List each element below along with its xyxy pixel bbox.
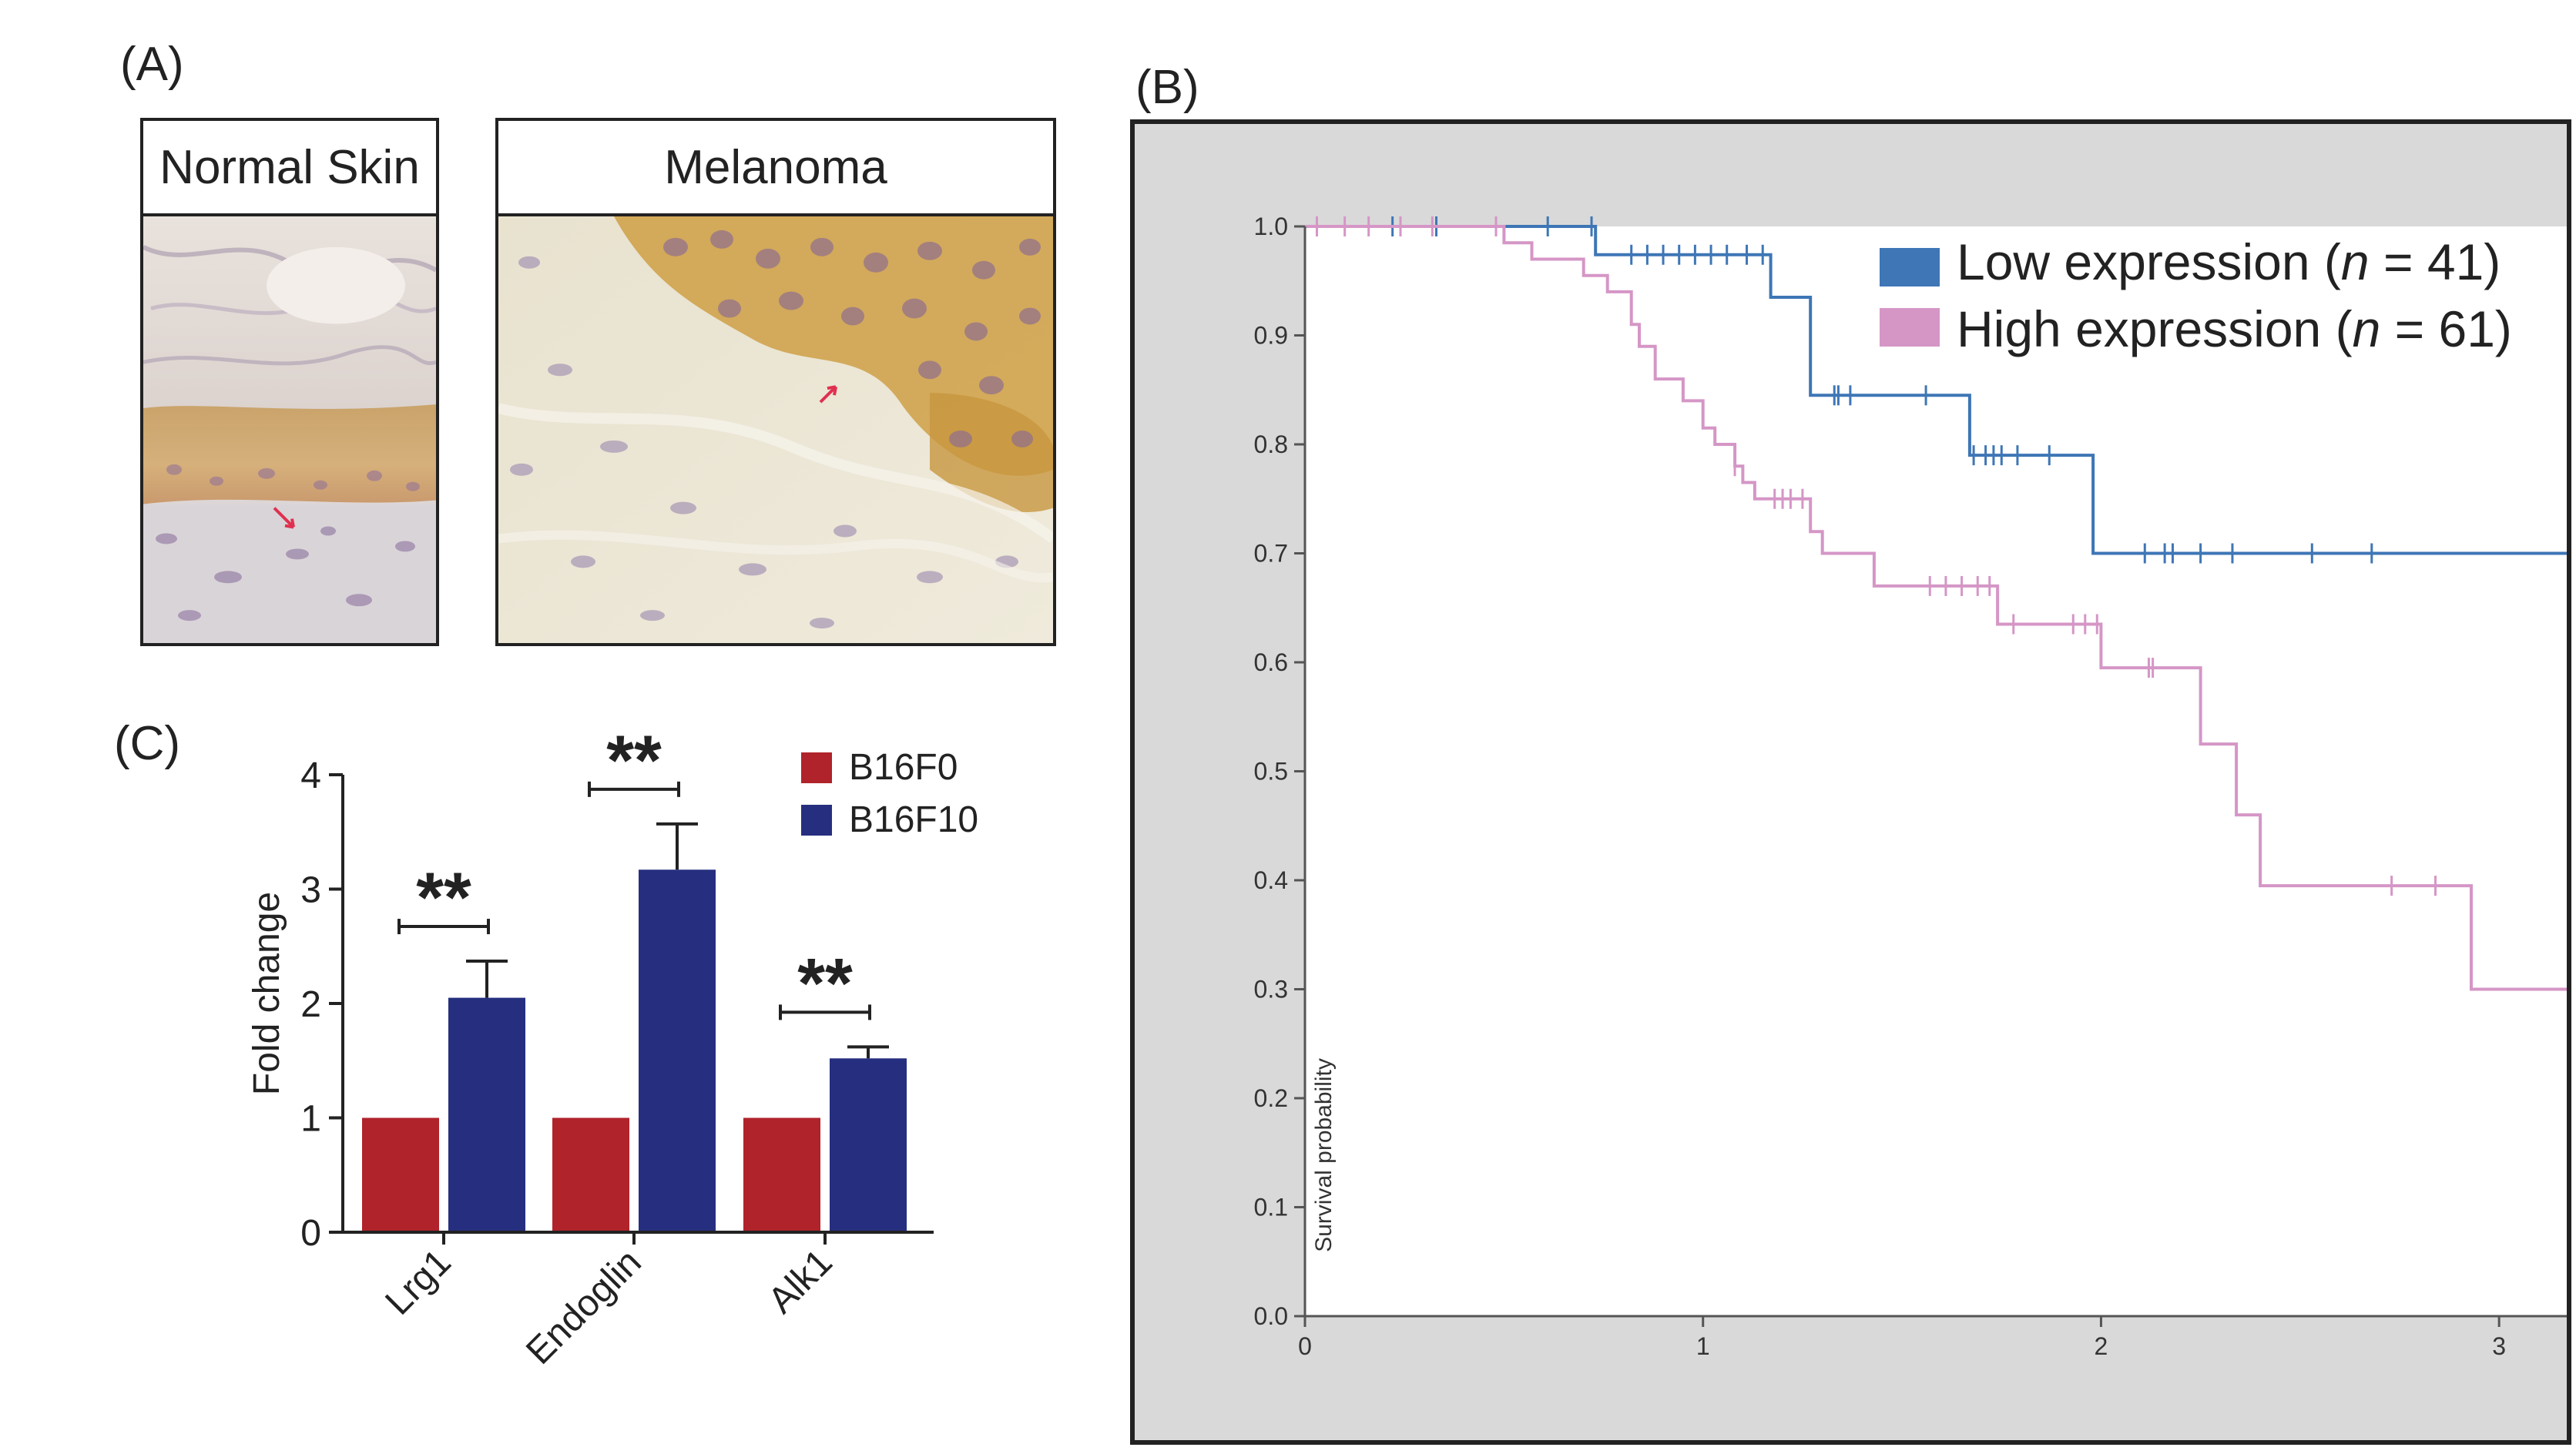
legend-label-b16f0: B16F0 <box>849 747 958 788</box>
bar-b16f10-lrg1 <box>448 997 525 1232</box>
survival-x-tick-label: 3 <box>2492 1332 2506 1360</box>
significance-stars: ** <box>416 859 471 937</box>
bar-y-tick-label: 0 <box>300 1213 321 1254</box>
bar-y-tick-label: 1 <box>300 1099 321 1140</box>
survival-y-tick-label: 0.7 <box>1254 540 1288 568</box>
survival-y-tick-label: 0.8 <box>1254 431 1288 458</box>
legend-swatch-low-expression <box>1880 248 1940 286</box>
panel-a-label: (A) <box>120 38 184 91</box>
survival-y-tick-label: 0.3 <box>1254 976 1288 1003</box>
survival-curve-high-expression <box>1305 225 2567 991</box>
panel-c-label: (C) <box>114 717 181 770</box>
legend-label-b16f10: B16F10 <box>849 799 978 840</box>
bar-chart-y-axis-label: Fold change <box>247 892 287 1095</box>
survival-chart: 0.0 0.1 0.2 0.3 0.4 0.5 0.6 0.7 0.8 0.9 1.0 0 1 2 3 Su… <box>1130 119 2571 1445</box>
bar-category-label: Lrg1 <box>377 1241 458 1322</box>
legend-label-low-expression: Low expression (n = 41) <box>1957 233 2501 290</box>
significance-stars: ** <box>797 944 853 1023</box>
bar-b16f0-lrg1 <box>362 1117 439 1232</box>
bar-b16f10-endoglin <box>639 869 716 1232</box>
survival-x-tick-label: 2 <box>2095 1332 2108 1360</box>
survival-x-tick-label: 1 <box>1696 1332 1710 1360</box>
survival-y-tick-label: 0.5 <box>1254 758 1288 786</box>
survival-y-tick-label: 0.2 <box>1254 1084 1288 1112</box>
bar-b16f0-alk1 <box>743 1117 820 1232</box>
normal-skin-title: Normal Skin <box>140 118 439 216</box>
survival-y-axis-label: Survival probability <box>1311 1058 1337 1252</box>
survival-curve-low-expression <box>1305 225 2567 555</box>
bar-category-label: Endoglin <box>518 1241 649 1372</box>
survival-y-tick-label: 0.1 <box>1254 1194 1288 1221</box>
bar-b16f0-endoglin <box>552 1117 629 1232</box>
survival-y-tick-label: 0.6 <box>1254 648 1288 676</box>
legend-swatch-b16f10 <box>801 805 832 836</box>
legend-label-high-expression: High expression (n = 61) <box>1957 300 2512 357</box>
normal-skin-micrograph <box>140 213 439 646</box>
survival-y-tick-label: 0.4 <box>1254 866 1288 894</box>
bar-b16f10-alk1 <box>830 1058 907 1232</box>
panel-b-label: (B) <box>1135 61 1199 114</box>
survival-y-tick-label: 1.0 <box>1254 213 1288 240</box>
survival-y-tick-label: 0.0 <box>1254 1302 1288 1330</box>
melanoma-micrograph <box>495 213 1056 646</box>
bar-y-tick-label: 2 <box>300 984 321 1025</box>
survival-y-tick-label: 0.9 <box>1254 322 1288 350</box>
bar-y-tick-label: 3 <box>300 870 321 911</box>
legend-swatch-b16f0 <box>801 752 832 783</box>
legend-swatch-high-expression <box>1880 308 1940 347</box>
significance-stars: ** <box>606 722 662 800</box>
bar-category-label: Alk1 <box>760 1241 840 1322</box>
bar-y-tick-label: 4 <box>300 755 321 796</box>
survival-plot-area <box>1305 226 2567 1316</box>
survival-x-tick-label: 0 <box>1298 1332 1312 1360</box>
